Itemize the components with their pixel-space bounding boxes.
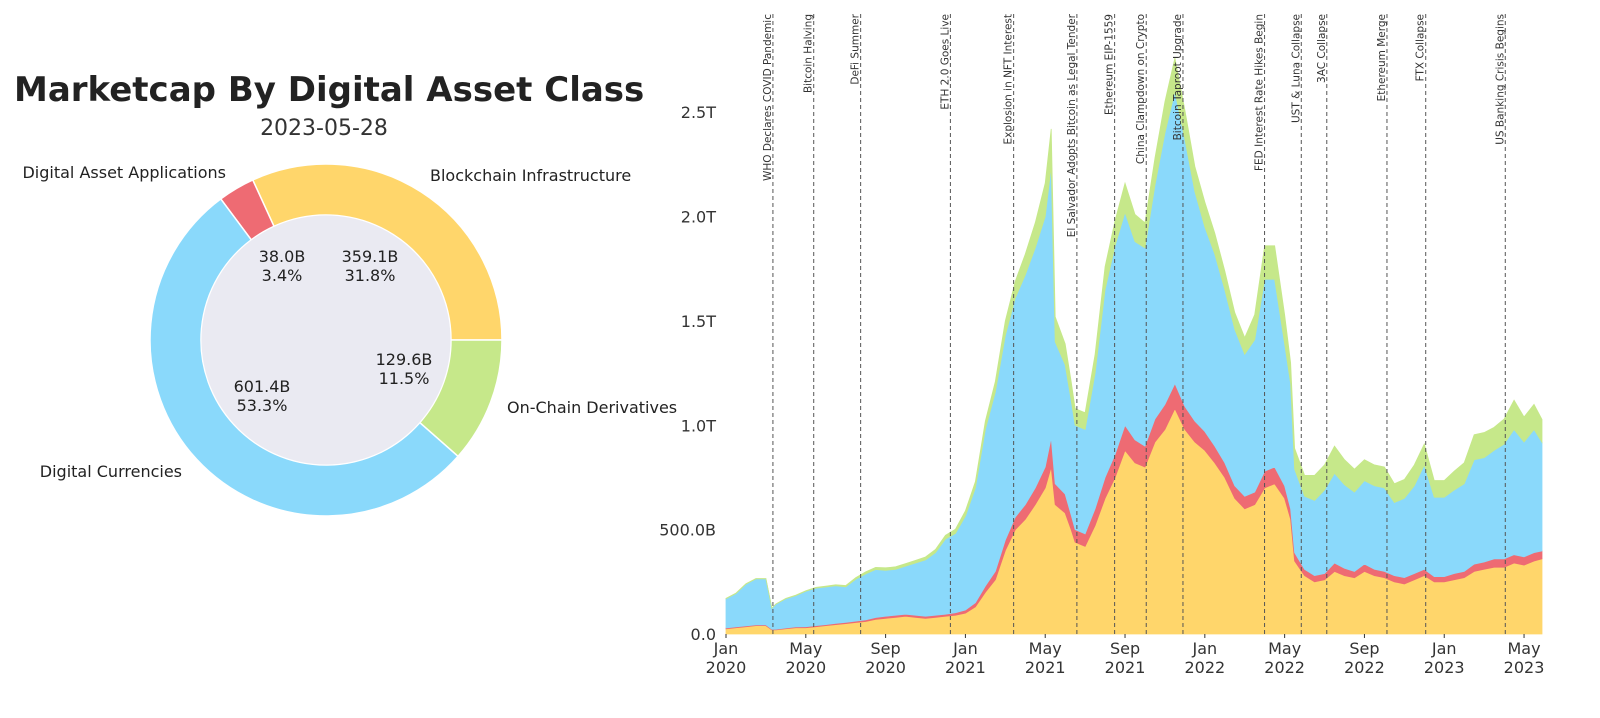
event-label: Ethereum Merge bbox=[1376, 14, 1388, 101]
donut-slice bbox=[418, 339, 503, 458]
y-tick-label: 2.0T bbox=[681, 208, 716, 227]
slice-value-label: 38.0B bbox=[259, 247, 306, 266]
slice-value-label: 129.6B bbox=[376, 350, 433, 369]
event-label: China Clampdown on Crypto bbox=[1135, 14, 1147, 164]
slice-value-label: 601.4B bbox=[234, 377, 291, 396]
x-tick-label: Jan bbox=[952, 639, 978, 658]
event-label: Bitcoin Taproot Upgrade bbox=[1172, 14, 1184, 140]
donut-center bbox=[201, 215, 451, 465]
area-series bbox=[725, 57, 1543, 610]
y-tick-label: 1.0T bbox=[681, 416, 716, 435]
donut-slice bbox=[149, 197, 460, 517]
x-tick-label: 2020 bbox=[785, 658, 826, 677]
x-tick-label: 2023 bbox=[1504, 658, 1545, 677]
donut-slice bbox=[251, 163, 503, 341]
x-tick-label: May bbox=[789, 639, 822, 658]
chart-subtitle: 2023-05-28 bbox=[260, 116, 388, 141]
chart-title: Marketcap By Digital Asset Class bbox=[14, 70, 645, 110]
event-label: Ethereum EIP-1559 bbox=[1104, 14, 1116, 115]
x-tick-label: Sep bbox=[871, 639, 901, 658]
x-tick-label: May bbox=[1508, 639, 1541, 658]
slice-label: On-Chain Derivatives bbox=[507, 398, 677, 417]
x-tick-label: 2020 bbox=[865, 658, 906, 677]
y-tick-label: 1.5T bbox=[681, 312, 716, 331]
y-tick-label: 2.5T bbox=[681, 103, 716, 122]
x-tick-label: 2022 bbox=[1184, 658, 1225, 677]
y-tick-label: 500.0B bbox=[659, 521, 716, 540]
x-tick-label: Jan bbox=[1191, 639, 1217, 658]
x-tick-label: 2020 bbox=[706, 658, 747, 677]
event-label: WHO Declares COVID Pandemic bbox=[762, 14, 774, 181]
x-tick-label: 2021 bbox=[1105, 658, 1146, 677]
event-label: FTX Collapse bbox=[1415, 14, 1427, 81]
x-tick-label: Sep bbox=[1110, 639, 1140, 658]
x-tick-label: 2022 bbox=[1344, 658, 1385, 677]
x-tick-label: 2023 bbox=[1424, 658, 1465, 677]
slice-percent-label: 31.8% bbox=[345, 266, 396, 285]
slice-label: Digital Currencies bbox=[40, 462, 182, 481]
event-label: El Salvador Adopts Bitcoin as Legal Tend… bbox=[1066, 13, 1078, 237]
x-tick-label: May bbox=[1029, 639, 1062, 658]
event-label: ETH 2.0 Goes Live bbox=[939, 14, 951, 110]
event-label: FED Interest Rate Hikes Begin bbox=[1254, 14, 1266, 171]
x-tick-label: Sep bbox=[1349, 639, 1379, 658]
slice-percent-label: 3.4% bbox=[262, 266, 303, 285]
x-tick-label: 2021 bbox=[1025, 658, 1066, 677]
event-label: Bitcoin Halving bbox=[803, 14, 815, 93]
slice-percent-label: 11.5% bbox=[379, 369, 430, 388]
x-tick-label: 2022 bbox=[1264, 658, 1305, 677]
event-label: Explosion in NFT Interest bbox=[1003, 14, 1015, 145]
x-tick-label: Jan bbox=[1431, 639, 1457, 658]
event-label: DeFi Summer bbox=[850, 13, 862, 84]
x-tick-label: May bbox=[1268, 639, 1301, 658]
event-label: UST & Luna Collapse bbox=[1290, 14, 1302, 123]
slice-label: Blockchain Infrastructure bbox=[430, 166, 631, 185]
x-tick-label: 2021 bbox=[945, 658, 986, 677]
slice-percent-label: 53.3% bbox=[237, 396, 288, 415]
event-label: US Banking Crisis Begins bbox=[1494, 14, 1506, 145]
event-label: 3AC Collapse bbox=[1316, 14, 1328, 83]
y-tick-label: 0.0 bbox=[691, 625, 716, 644]
slice-label: Digital Asset Applications bbox=[22, 163, 226, 182]
x-tick-label: Jan bbox=[713, 639, 739, 658]
slice-value-label: 359.1B bbox=[342, 247, 399, 266]
